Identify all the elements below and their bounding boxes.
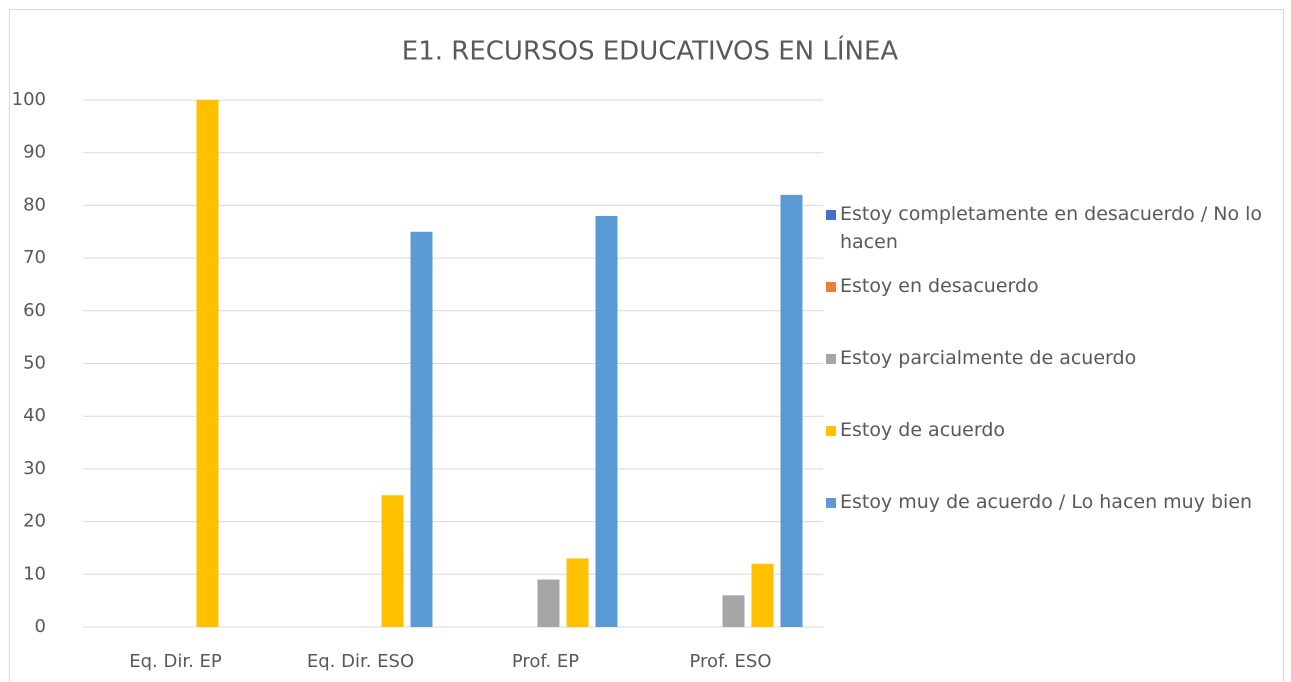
- y-tick-label: 10: [23, 563, 46, 584]
- bar: [196, 100, 219, 627]
- legend-label: Estoy de acuerdo: [840, 419, 1006, 441]
- chart-frame: [9, 9, 1284, 682]
- y-tick-label: 50: [23, 353, 46, 374]
- y-tick-label: 100: [12, 89, 46, 110]
- x-tick-label: Prof. ESO: [690, 651, 772, 672]
- y-tick-label: 70: [23, 247, 46, 268]
- legend-swatch: [826, 354, 836, 364]
- legend-label: Estoy en desacuerdo: [840, 275, 1039, 297]
- y-tick-label: 20: [23, 511, 46, 532]
- x-tick-label: Eq. Dir. ESO: [307, 651, 414, 672]
- legend-label: Estoy parcialmente de acuerdo: [840, 347, 1137, 369]
- legend-item: Estoy muy de acuerdo / Lo hacen muy bien: [826, 488, 1266, 516]
- bar: [722, 595, 745, 627]
- legend-swatch: [826, 282, 836, 292]
- x-tick-label: Prof. EP: [512, 651, 579, 672]
- legend-swatch: [826, 498, 836, 508]
- bar: [751, 563, 774, 627]
- bar: [566, 558, 589, 627]
- bar: [595, 215, 618, 627]
- legend-swatch: [826, 210, 836, 220]
- x-tick-label: Eq. Dir. EP: [129, 651, 222, 672]
- y-tick-label: 60: [23, 300, 46, 321]
- legend-label: Estoy completamente en desacuerdo / No l…: [840, 203, 1263, 253]
- legend-item: Estoy de acuerdo: [826, 416, 1266, 444]
- legend-swatch: [826, 426, 836, 436]
- bar: [381, 495, 404, 627]
- y-tick-label: 40: [23, 405, 46, 426]
- y-tick-label: 90: [23, 142, 46, 163]
- bar: [780, 194, 803, 628]
- chart-title: E1. RECURSOS EDUCATIVOS EN LÍNEA: [402, 35, 899, 67]
- legend: Estoy completamente en desacuerdo / No l…: [826, 200, 1266, 532]
- legend-item: Estoy en desacuerdo: [826, 272, 1266, 300]
- legend-item: Estoy completamente en desacuerdo / No l…: [826, 200, 1266, 256]
- legend-label: Estoy muy de acuerdo / Lo hacen muy bien: [840, 491, 1253, 513]
- y-tick-label: 0: [35, 616, 46, 637]
- y-tick-label: 80: [23, 194, 46, 215]
- legend-item: Estoy parcialmente de acuerdo: [826, 344, 1266, 372]
- bar: [537, 579, 560, 627]
- bar: [410, 231, 433, 627]
- y-tick-label: 30: [23, 458, 46, 479]
